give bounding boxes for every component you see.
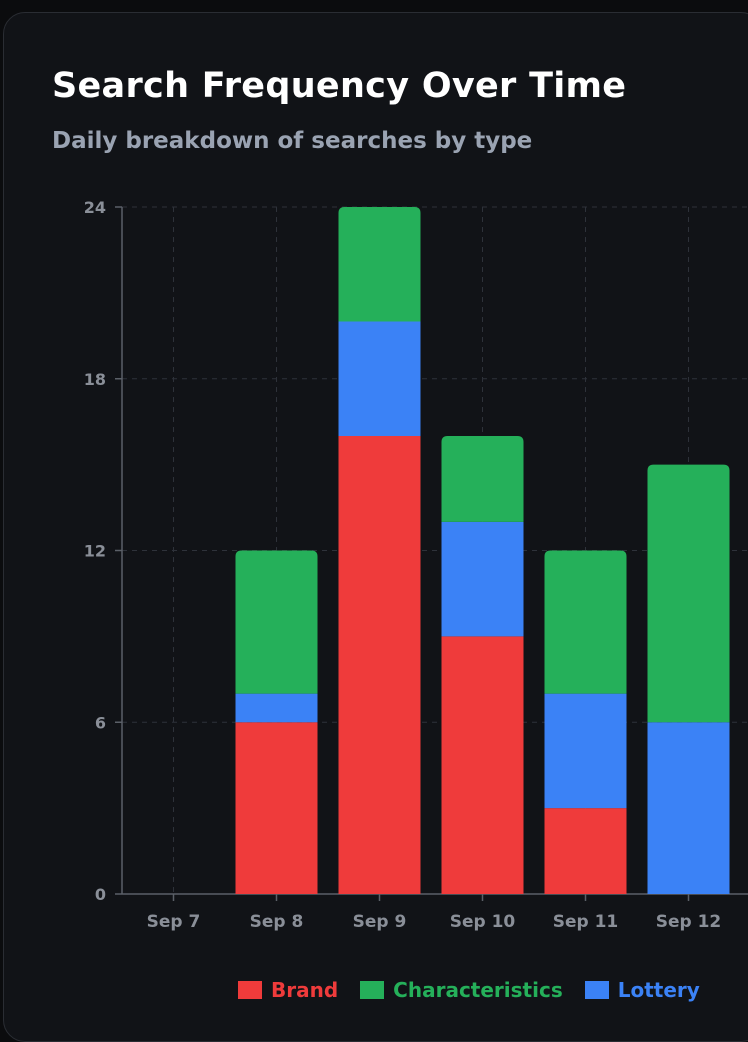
bar-segment-lottery [235,693,318,723]
y-tick-label: 12 [84,542,106,561]
legend-item-characteristics[interactable]: Characteristics [360,978,563,1002]
y-tick-label: 18 [84,370,106,389]
chart-title: Search Frequency Over Time [52,66,627,106]
legend-item-lottery[interactable]: Lottery [584,978,700,1002]
y-tick-label: 6 [95,713,106,732]
bar-segment-lottery [647,722,730,894]
chart-subtitle: Daily breakdown of searches by type [52,128,533,154]
y-tick-label: 0 [95,885,106,904]
x-tick-label: Sep 10 [450,912,516,932]
bar-segment-characteristics [338,207,421,322]
legend-label: Brand [271,978,339,1002]
x-tick-label: Sep 12 [656,912,722,932]
bar-segment-brand [338,436,421,894]
chart-legend: Brand Characteristics Lottery [238,978,700,1002]
bar-segment-characteristics [647,464,730,723]
bar-segment-brand [235,722,318,894]
y-tick-label: 24 [84,198,106,217]
legend-swatch [238,981,262,999]
x-tick-label: Sep 9 [353,912,407,932]
legend-label: Characteristics [393,978,563,1002]
bar-segment-characteristics [441,436,524,522]
bar-segment-lottery [338,321,421,436]
legend-item-brand[interactable]: Brand [238,978,338,1002]
bar-segment-brand [441,636,524,894]
legend-label: Lottery [617,978,700,1002]
bar-segment-lottery [544,693,627,809]
bar-segment-characteristics [235,550,318,694]
bar-segment-lottery [441,521,524,637]
legend-swatch [360,981,385,999]
bar-segment-brand [544,808,627,894]
legend-swatch [584,981,609,999]
bar-segment-characteristics [544,550,627,694]
x-tick-label: Sep 11 [553,912,619,932]
x-tick-label: Sep 7 [147,912,201,932]
x-tick-label: Sep 8 [250,912,304,932]
